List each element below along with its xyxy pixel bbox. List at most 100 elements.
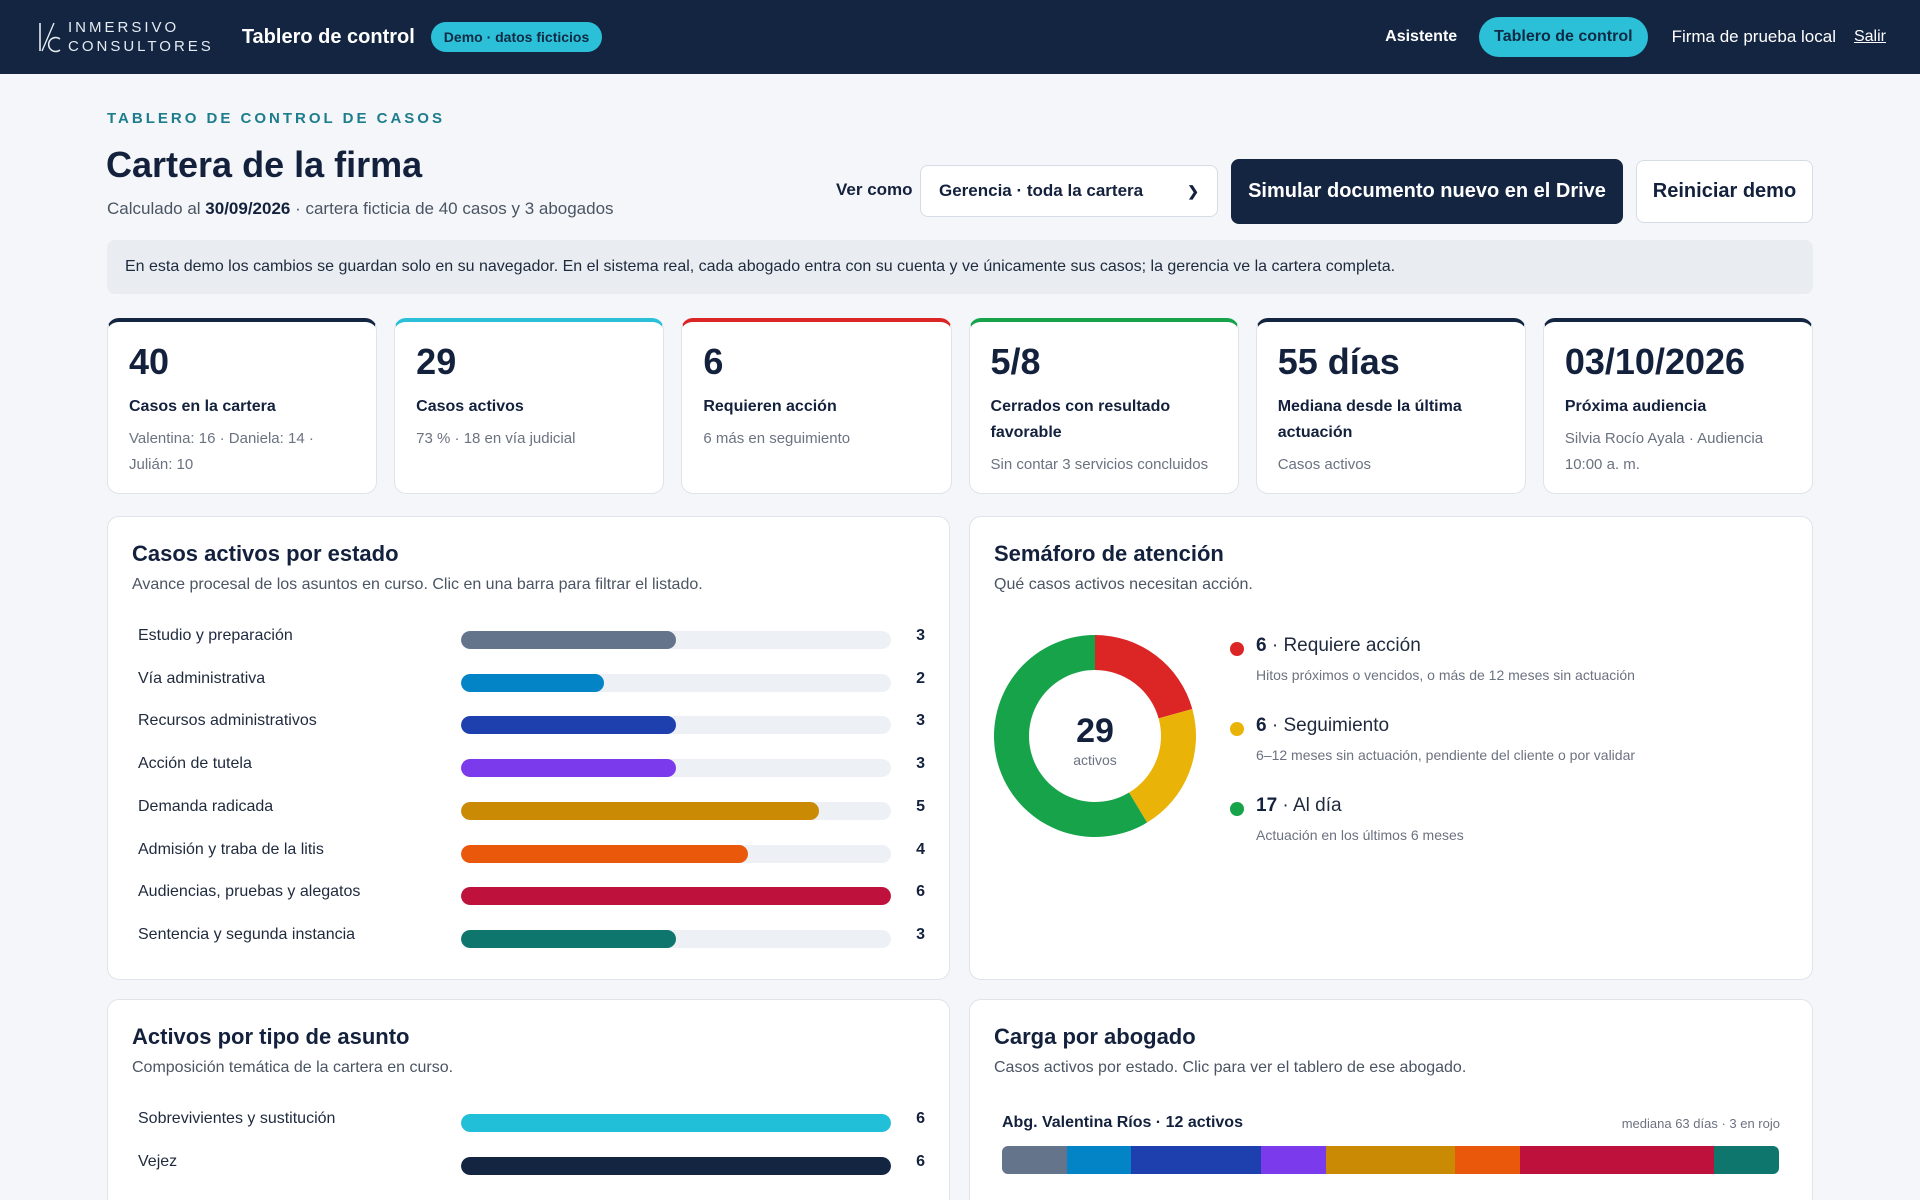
- status-count: 3: [916, 627, 925, 644]
- view-as-label: Ver como: [836, 180, 913, 199]
- kpi-card-require-action: 6 Requieren acción 6 más en seguimiento: [681, 318, 952, 494]
- status-bar-fill[interactable]: [461, 887, 891, 906]
- type-label: Vejez: [138, 1152, 178, 1170]
- nav-assistant-link[interactable]: Asistente: [1385, 28, 1458, 45]
- kpi-label: Casos activos: [416, 398, 524, 415]
- status-dot-icon: [1230, 642, 1244, 656]
- lawyer-meta: mediana 63 días · 3 en rojo: [1621, 1116, 1780, 1131]
- status-label: Estudio y preparación: [138, 627, 293, 644]
- status-bar-track[interactable]: [461, 887, 891, 906]
- logout-link[interactable]: Salir: [1853, 28, 1886, 45]
- kpi-value: 03/10/2026: [1564, 341, 1746, 382]
- legend-heading: 17 · Al día: [1256, 795, 1342, 817]
- simulate-document-button[interactable]: Simular documento nuevo en el Drive: [1231, 159, 1623, 224]
- lawyer-status-segment[interactable]: [1519, 1146, 1715, 1174]
- kpi-card-total-cases: 40 Casos en la cartera Valentina: 16 · D…: [107, 318, 378, 494]
- lawyer-status-segment[interactable]: [1455, 1146, 1520, 1174]
- type-bar-track[interactable]: [461, 1156, 891, 1175]
- status-bar-track[interactable]: [461, 631, 891, 649]
- kpi-value: 55 días: [1277, 341, 1400, 382]
- kpi-value: 29: [416, 341, 457, 382]
- status-bar-row[interactable]: Sentencia y segunda instancia 3: [138, 924, 925, 948]
- calc-suffix: · cartera ficticia de 40 casos y 3 aboga…: [290, 199, 614, 218]
- status-bar-track[interactable]: [461, 801, 891, 820]
- lawyer-panel-subtitle: Casos activos por estado. Clic para ver …: [994, 1059, 1467, 1076]
- brand-logo[interactable]: INMERSIVO CONSULTORES: [34, 17, 214, 57]
- calc-date: 30/09/2026: [205, 199, 291, 218]
- nav-dashboard-link[interactable]: Tablero de control: [1479, 17, 1648, 57]
- lawyer-stacked-bar[interactable]: [1002, 1146, 1779, 1174]
- status-panel-title: Casos activos por estado: [132, 541, 399, 566]
- status-bar-fill[interactable]: [461, 844, 748, 863]
- kpi-value: 40: [129, 341, 170, 382]
- kpi-value: 6: [703, 341, 724, 382]
- demo-notice: En esta demo los cambios se guardan solo…: [107, 240, 1813, 294]
- status-count: 6: [916, 883, 925, 901]
- traffic-light-panel: Semáforo de atención Qué casos activos n…: [969, 516, 1813, 980]
- page-eyebrow: TABLERO DE CONTROL DE CASOS: [107, 110, 445, 127]
- lawyer-status-segment[interactable]: [1325, 1146, 1456, 1174]
- donut-slice[interactable]: [1095, 635, 1193, 719]
- app-title: Tablero de control: [241, 25, 415, 48]
- reset-demo-button[interactable]: Reiniciar demo: [1636, 160, 1813, 223]
- lawyer-panel-title: Carga por abogado: [994, 1024, 1196, 1049]
- status-bar-fill[interactable]: [461, 929, 676, 948]
- chevron-down-icon: ❯: [1187, 182, 1199, 199]
- legend-heading: 6 · Requiere acción: [1256, 635, 1421, 657]
- page-title: Cartera de la firma: [106, 144, 423, 185]
- traffic-panel-title: Semáforo de atención: [994, 541, 1224, 566]
- status-bar-row[interactable]: Acción de tutela 3: [138, 753, 925, 778]
- status-bar-track[interactable]: [461, 844, 891, 863]
- lawyer-name[interactable]: Abg. Valentina Ríos · 12 activos: [1002, 1114, 1243, 1131]
- donut-slice[interactable]: [994, 635, 1148, 837]
- type-bar-fill[interactable]: [461, 1114, 891, 1132]
- legend-heading: 6 · Seguimiento: [1256, 715, 1389, 737]
- type-bar-row[interactable]: Vejez 6: [138, 1151, 925, 1175]
- type-bar-fill[interactable]: [461, 1156, 891, 1175]
- status-bar-row[interactable]: Estudio y preparación 3: [138, 625, 925, 649]
- lawyer-status-segment[interactable]: [1714, 1146, 1779, 1174]
- type-label: Sobrevivientes y sustitución: [138, 1110, 336, 1127]
- kpi-label: Próxima audiencia: [1564, 398, 1707, 415]
- status-bar-fill[interactable]: [461, 631, 676, 649]
- kpi-detail: 73 % · 18 en vía judicial: [416, 430, 576, 447]
- type-bar-track[interactable]: [461, 1114, 891, 1132]
- status-bar-row[interactable]: Recursos administrativos 3: [138, 710, 925, 735]
- lawyer-status-segment[interactable]: [1066, 1146, 1132, 1174]
- status-count: 3: [916, 712, 925, 730]
- status-bar-row[interactable]: Demanda radicada 5: [138, 796, 925, 820]
- status-count: 3: [916, 755, 925, 773]
- donut-total-label: activos: [1073, 752, 1117, 768]
- status-bar-fill[interactable]: [461, 759, 676, 778]
- status-bar-track[interactable]: [461, 673, 891, 692]
- view-as-selected-value: Gerencia · toda la cartera: [939, 181, 1144, 200]
- status-bar-track[interactable]: [461, 759, 891, 778]
- kpi-detail: Valentina: 16 · Daniela: 14 · Julián: 10: [129, 430, 314, 473]
- donut-total-value: 29: [1076, 712, 1114, 750]
- status-dot-icon: [1230, 722, 1244, 736]
- attention-donut-chart[interactable]: 29 activos: [994, 635, 1196, 837]
- lawyer-status-segment[interactable]: [1131, 1146, 1261, 1174]
- lawyer-status-segment[interactable]: [1260, 1146, 1326, 1174]
- status-bar-fill[interactable]: [461, 801, 820, 820]
- kpi-card-favorable-closed: 5/8 Cerrados con resultado favorable Sin…: [968, 318, 1239, 494]
- type-panel: Activos por tipo de asunto Composición t…: [107, 999, 950, 1200]
- status-bar-row[interactable]: Vía administrativa 2: [138, 668, 925, 692]
- status-label: Sentencia y segunda instancia: [138, 925, 356, 943]
- status-bar-track[interactable]: [461, 716, 891, 735]
- type-count: 6: [916, 1110, 925, 1127]
- kpi-detail: Casos activos: [1277, 456, 1372, 473]
- lawyer-status-segment[interactable]: [1002, 1146, 1067, 1174]
- type-panel-subtitle: Composición temática de la cartera en cu…: [132, 1059, 454, 1076]
- firm-name: Firma de prueba local: [1671, 27, 1836, 46]
- donut-slice[interactable]: [1129, 708, 1196, 823]
- type-bar-row[interactable]: Sobrevivientes y sustitución 6: [138, 1108, 925, 1132]
- status-bar-row[interactable]: Admisión y traba de la litis 4: [138, 839, 925, 863]
- view-as-select[interactable]: Gerencia · toda la cartera ❯: [920, 165, 1218, 217]
- status-bar-row[interactable]: Audiencias, pruebas y alegatos 6: [138, 881, 925, 906]
- status-bar-track[interactable]: [461, 929, 891, 948]
- status-bar-fill[interactable]: [461, 716, 676, 735]
- status-bar-fill[interactable]: [461, 673, 605, 692]
- status-label: Recursos administrativos: [138, 712, 317, 730]
- kpi-card-active-cases: 29 Casos activos 73 % · 18 en vía judici…: [394, 318, 665, 494]
